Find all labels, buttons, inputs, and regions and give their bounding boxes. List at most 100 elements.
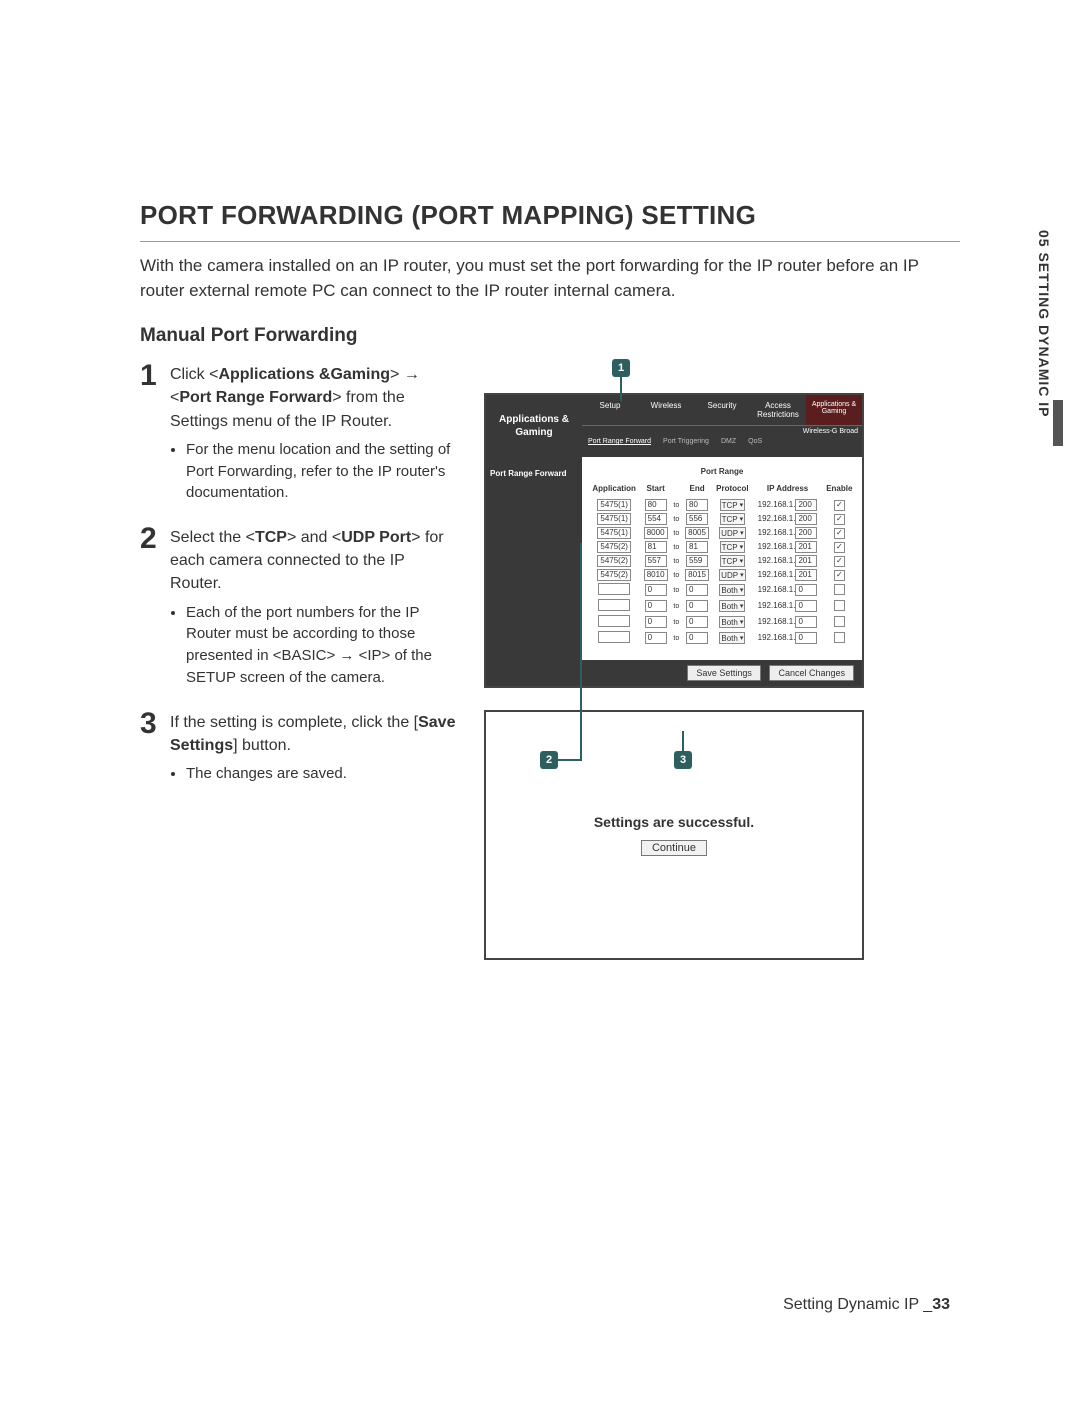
enable-checkbox[interactable] <box>834 616 845 627</box>
start-input[interactable]: 0 <box>645 600 667 612</box>
enable-checkbox[interactable] <box>834 528 845 539</box>
success-panel: Settings are successful. Continue <box>484 710 864 960</box>
port-range-table: Application Start End Protocol IP Addres… <box>588 482 856 646</box>
app-input[interactable]: 5475(1) <box>597 527 631 539</box>
app-input[interactable]: 5475(2) <box>597 555 631 567</box>
end-input[interactable]: 0 <box>686 600 708 612</box>
enable-checkbox[interactable] <box>834 556 845 567</box>
end-input[interactable]: 81 <box>686 541 708 553</box>
start-input[interactable]: 0 <box>645 616 667 628</box>
enable-checkbox[interactable] <box>834 542 845 553</box>
table-row: 0to0Both192.168.1.0 <box>588 614 856 630</box>
enable-checkbox[interactable] <box>834 632 845 643</box>
router-tab-applications[interactable]: Applications & Gaming <box>806 395 862 425</box>
app-input[interactable]: 5475(2) <box>597 569 631 581</box>
router-tab-access[interactable]: Access Restrictions <box>750 395 806 425</box>
router-main-tabs: Setup Wireless Security Access Restricti… <box>582 395 862 426</box>
end-input[interactable]: 80 <box>686 499 708 511</box>
router-subtab-porttrig[interactable]: Port Triggering <box>657 435 715 448</box>
page-title: PORT FORWARDING (PORT MAPPING) SETTING <box>140 200 960 242</box>
enable-checkbox[interactable] <box>834 570 845 581</box>
enable-checkbox[interactable] <box>834 584 845 595</box>
ip-input[interactable]: 0 <box>795 600 817 612</box>
ip-input[interactable]: 200 <box>795 527 817 539</box>
protocol-select[interactable]: TCP <box>720 541 746 553</box>
protocol-select[interactable]: TCP <box>720 555 746 567</box>
table-row: 5475(2)8010to8015UDP192.168.1.201 <box>588 568 856 582</box>
end-input[interactable]: 8015 <box>685 569 709 581</box>
end-input[interactable]: 0 <box>686 632 708 644</box>
step-bullet: The changes are saved. <box>186 763 460 785</box>
table-row: 0to0Both192.168.1.0 <box>588 598 856 614</box>
ip-input[interactable]: 201 <box>795 541 817 553</box>
protocol-select[interactable]: TCP <box>720 513 746 525</box>
save-settings-button[interactable]: Save Settings <box>687 665 761 681</box>
start-input[interactable]: 80 <box>645 499 667 511</box>
start-input[interactable]: 554 <box>645 513 667 525</box>
ip-input[interactable]: 200 <box>795 499 817 511</box>
app-input[interactable] <box>598 615 630 627</box>
protocol-select[interactable]: UDP <box>719 527 745 539</box>
app-input[interactable] <box>598 583 630 595</box>
protocol-select[interactable]: TCP <box>720 499 746 511</box>
end-input[interactable]: 0 <box>686 584 708 596</box>
app-input[interactable] <box>598 631 630 643</box>
router-tab-setup[interactable]: Setup <box>582 395 638 425</box>
ip-input[interactable]: 0 <box>795 632 817 644</box>
start-input[interactable]: 81 <box>645 541 667 553</box>
start-input[interactable]: 557 <box>645 555 667 567</box>
enable-checkbox[interactable] <box>834 500 845 511</box>
router-table-header: Port Range <box>588 463 856 482</box>
start-input[interactable]: 0 <box>645 632 667 644</box>
router-tab-wireless[interactable]: Wireless <box>638 395 694 425</box>
success-message: Settings are successful. <box>594 814 754 830</box>
table-row: 5475(1)8000to8005UDP192.168.1.200 <box>588 526 856 540</box>
col-application: Application <box>588 482 640 498</box>
router-section-title: Applications & Gaming <box>486 395 582 457</box>
start-input[interactable]: 0 <box>645 584 667 596</box>
end-input[interactable]: 556 <box>686 513 708 525</box>
table-row: 0to0Both192.168.1.0 <box>588 582 856 598</box>
ip-input[interactable]: 0 <box>795 584 817 596</box>
col-start: Start <box>640 482 671 498</box>
step-bullet: For the menu location and the setting of… <box>186 439 460 504</box>
callout-line <box>682 731 684 751</box>
app-input[interactable]: 5475(1) <box>597 513 631 525</box>
cancel-changes-button[interactable]: Cancel Changes <box>769 665 854 681</box>
step-3: 3 If the setting is complete, click the … <box>140 711 460 789</box>
ip-input[interactable]: 200 <box>795 513 817 525</box>
protocol-select[interactable]: Both <box>719 632 745 644</box>
end-input[interactable]: 8005 <box>685 527 709 539</box>
end-input[interactable]: 0 <box>686 616 708 628</box>
page-footer: Setting Dynamic IP _33 <box>783 1296 950 1314</box>
router-subtab-portrange[interactable]: Port Range Forward <box>582 435 657 448</box>
table-row: 0to0Both192.168.1.0 <box>588 630 856 646</box>
intro-paragraph: With the camera installed on an IP route… <box>140 254 960 303</box>
start-input[interactable]: 8000 <box>644 527 668 539</box>
protocol-select[interactable]: Both <box>719 584 745 596</box>
footer-page: 33 <box>932 1296 950 1313</box>
ip-input[interactable]: 201 <box>795 569 817 581</box>
end-input[interactable]: 559 <box>686 555 708 567</box>
app-input[interactable]: 5475(2) <box>597 541 631 553</box>
ip-input[interactable]: 201 <box>795 555 817 567</box>
step-2: 2 Select the <TCP> and <UDP Port> for ea… <box>140 526 460 693</box>
step-bullet: Each of the port numbers for the IP Rout… <box>186 602 460 689</box>
protocol-select[interactable]: UDP <box>719 569 745 581</box>
subheading: Manual Port Forwarding <box>140 325 960 347</box>
protocol-select[interactable]: Both <box>719 600 745 612</box>
enable-checkbox[interactable] <box>834 514 845 525</box>
router-tab-security[interactable]: Security <box>694 395 750 425</box>
app-input[interactable] <box>598 599 630 611</box>
start-input[interactable]: 8010 <box>644 569 668 581</box>
callout-line <box>620 377 622 401</box>
continue-button[interactable]: Continue <box>641 840 707 856</box>
protocol-select[interactable]: Both <box>719 616 745 628</box>
step-number: 2 <box>140 526 162 693</box>
col-end: End <box>682 482 713 498</box>
router-subtab-qos[interactable]: QoS <box>742 435 768 448</box>
enable-checkbox[interactable] <box>834 600 845 611</box>
router-subtab-dmz[interactable]: DMZ <box>715 435 742 448</box>
app-input[interactable]: 5475(1) <box>597 499 631 511</box>
ip-input[interactable]: 0 <box>795 616 817 628</box>
